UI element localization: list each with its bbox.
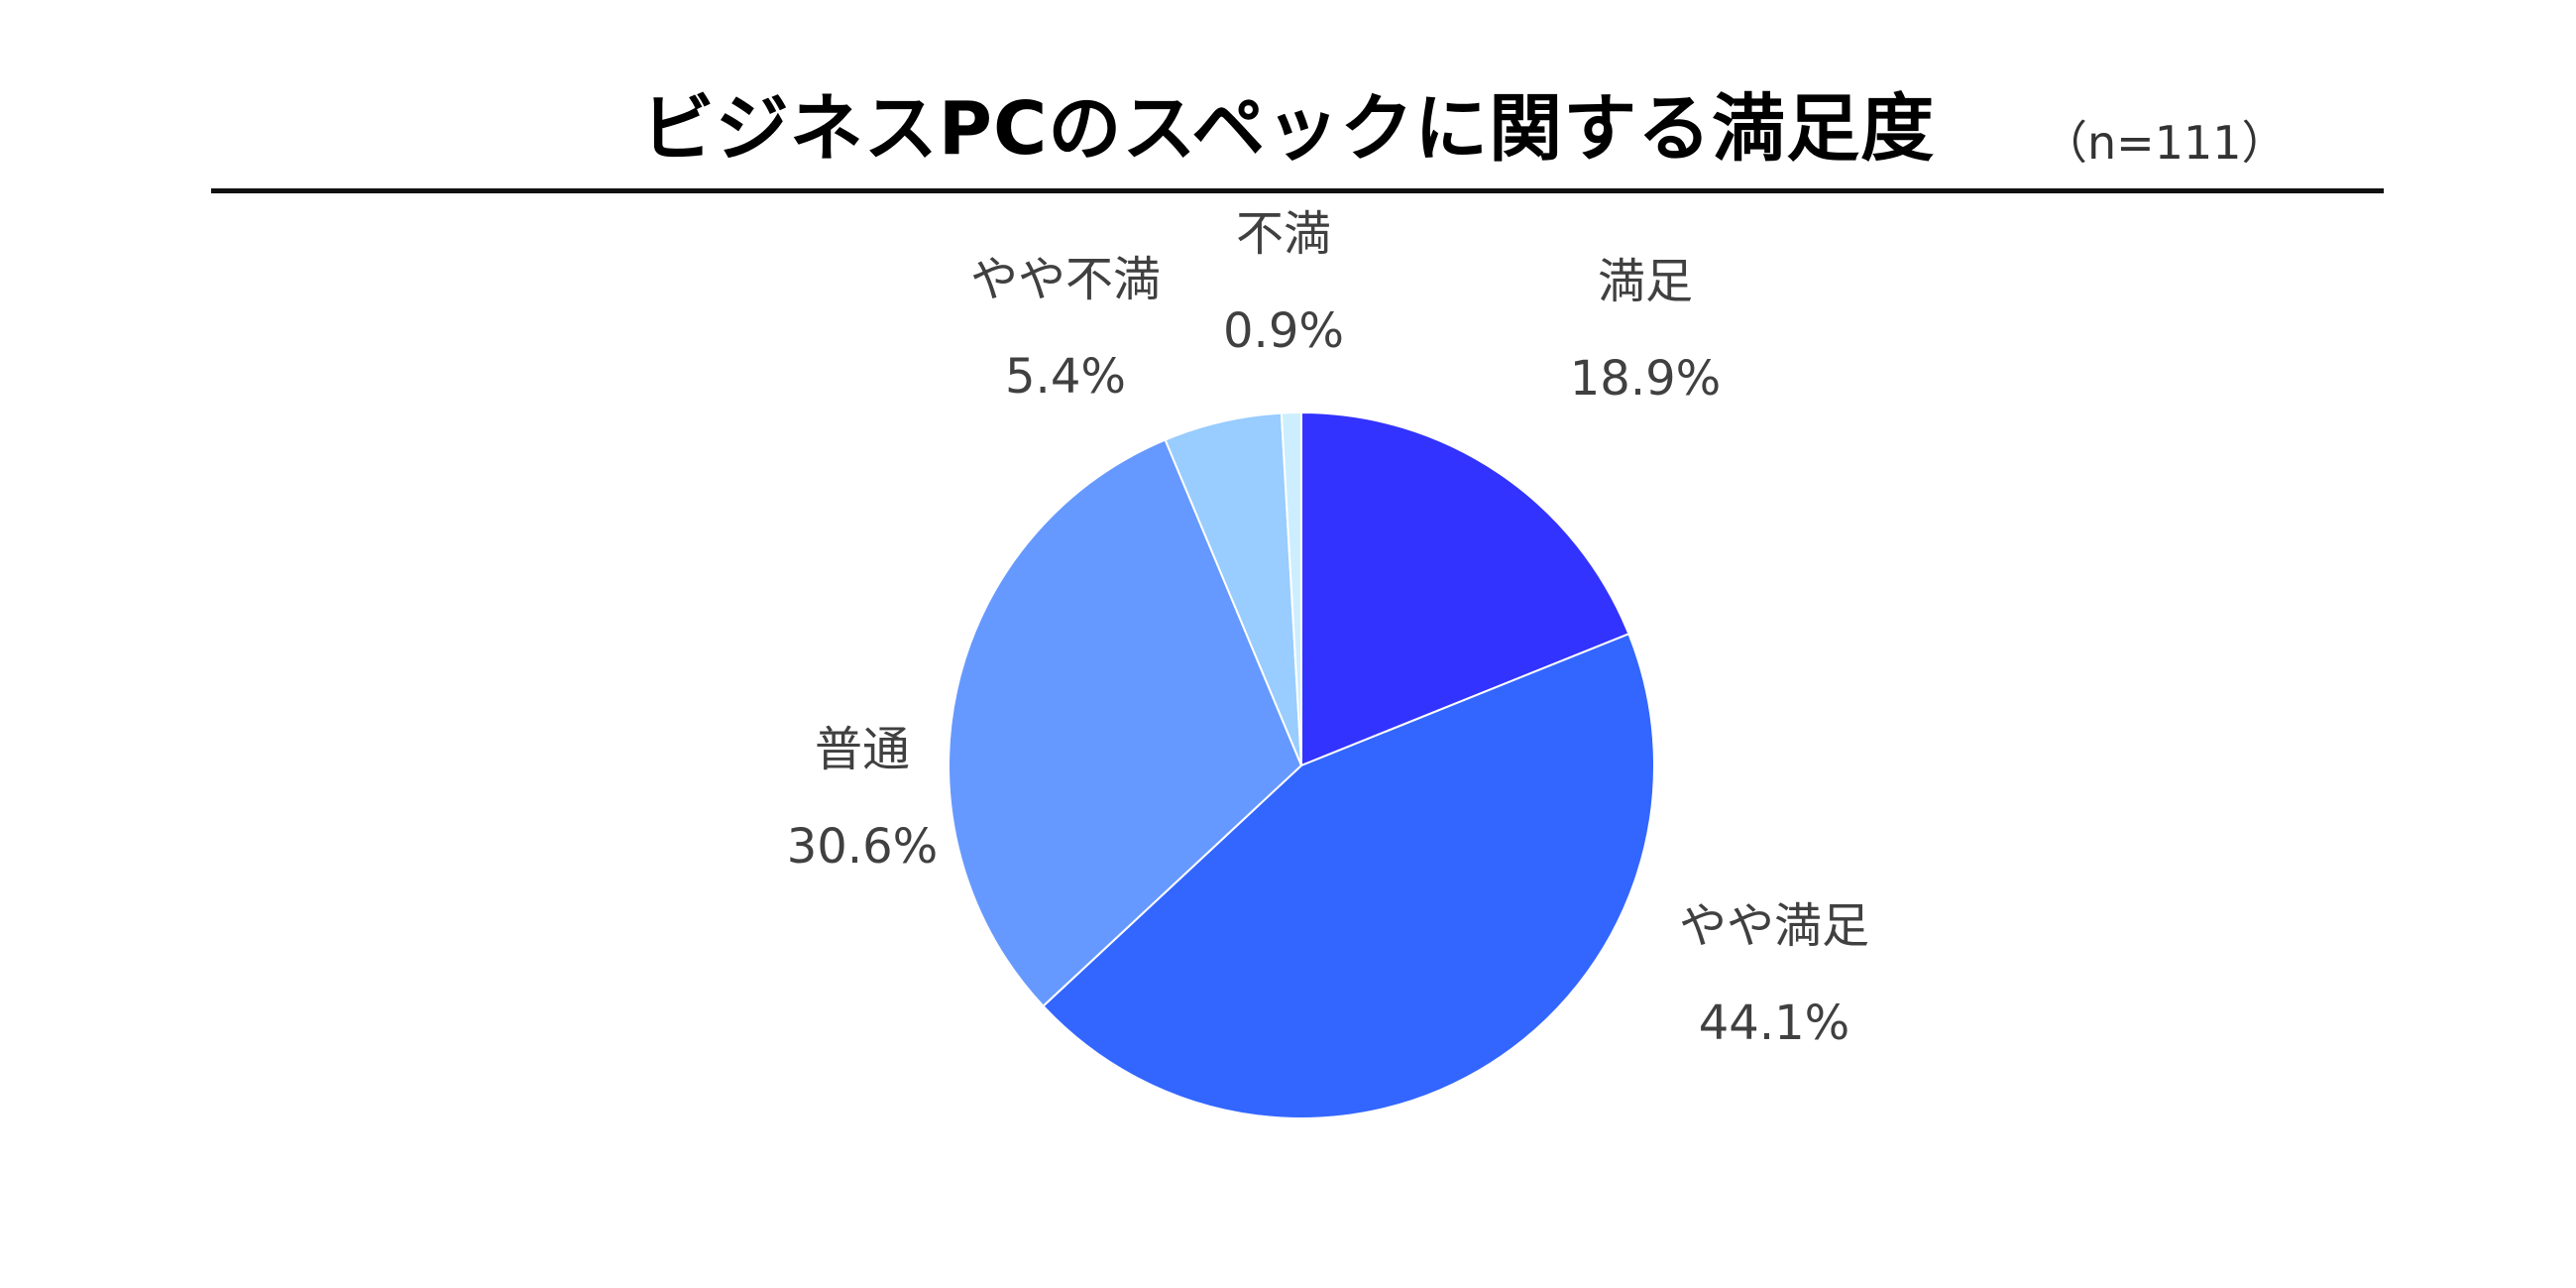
slice-value-label: 5.4% [1005, 349, 1126, 405]
sample-size-note: （n=111） [2042, 116, 2288, 170]
slice-category-label: やや満足 [1679, 898, 1869, 954]
slice-value-label: 30.6% [787, 819, 938, 875]
slice-category-label: やや不満 [970, 252, 1161, 307]
slice-category-label: 満足 [1598, 254, 1693, 309]
pie-slice-2 [1042, 632, 1655, 1119]
pie-slice-3 [948, 438, 1303, 1008]
slice-category-label: 普通 [815, 722, 910, 777]
pie-slice-5 [1280, 410, 1302, 766]
slice-category-label: 不満 [1236, 206, 1331, 262]
title-underline [211, 188, 2384, 193]
pie-labels: 満足 18.9% やや満足 44.1% 普通 30.6% やや不満 5.4% 不満 0.9% [787, 206, 1869, 1051]
slice-value-label: 18.9% [1570, 351, 1721, 407]
pie-slices [948, 410, 1655, 1119]
slice-value-label: 44.1% [1699, 995, 1849, 1051]
pie-slice-1 [1300, 410, 1630, 767]
slice-value-label: 0.9% [1223, 303, 1344, 359]
chart-title: ビジネスPCのスペックに関する満足度 [640, 86, 1936, 172]
